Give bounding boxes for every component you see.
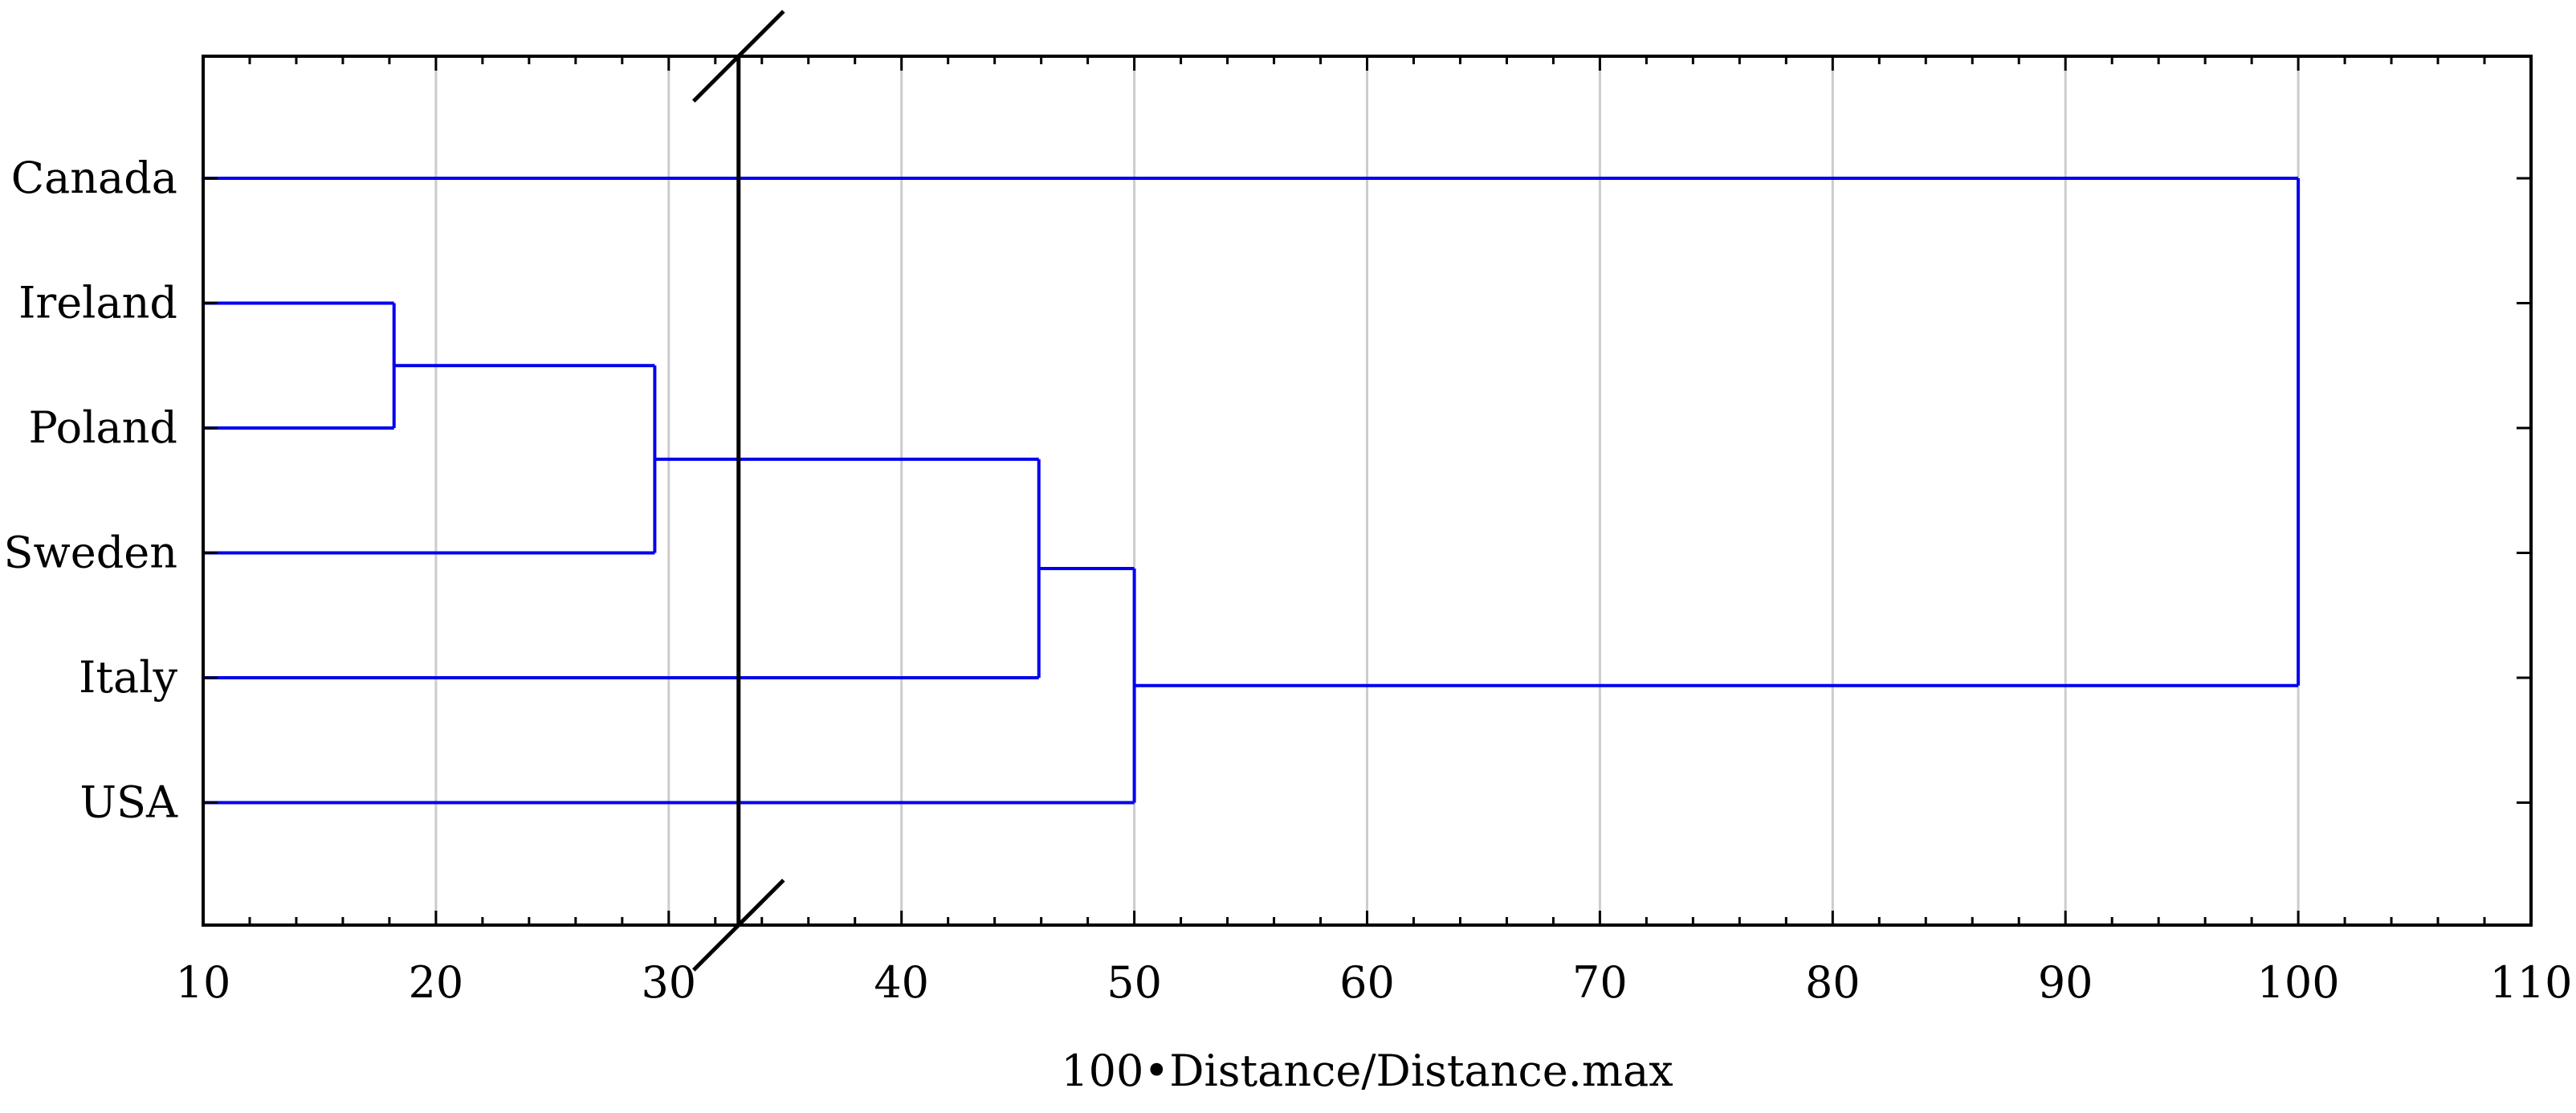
x-tick-label: 100	[2257, 957, 2340, 1008]
x-tick-label: 20	[409, 957, 464, 1008]
x-tick-label: 80	[1805, 957, 1861, 1008]
x-axis-title: 100•Distance/Distance.max	[1061, 1046, 1673, 1096]
x-tick-label: 90	[2038, 957, 2093, 1008]
x-tick-label: 110	[2489, 957, 2572, 1008]
tick-marks	[202, 56, 2533, 925]
dendrogram-links	[203, 177, 2301, 805]
x-tick-label: 60	[1339, 957, 1395, 1008]
leaf-label: Sweden	[4, 528, 177, 578]
leaf-label: Poland	[29, 402, 177, 453]
leaf-label: Ireland	[18, 278, 177, 328]
leaf-label: Italy	[79, 652, 177, 703]
x-tick-label: 30	[641, 957, 696, 1008]
cut-line-group	[692, 10, 785, 972]
leaf-label: Canada	[11, 153, 177, 203]
x-tick-label: 70	[1572, 957, 1628, 1008]
leaf-label: USA	[80, 777, 179, 828]
x-tick-labels: 10 20 30 40 50 60 70 80 90 100 110	[176, 957, 2573, 1008]
x-tick-label: 10	[176, 957, 231, 1008]
leaf-labels: Canada Ireland Poland Sweden Italy USA	[4, 153, 178, 828]
grid-lines	[434, 56, 2300, 925]
x-tick-label: 50	[1107, 957, 1162, 1008]
x-tick-label: 40	[874, 957, 929, 1008]
